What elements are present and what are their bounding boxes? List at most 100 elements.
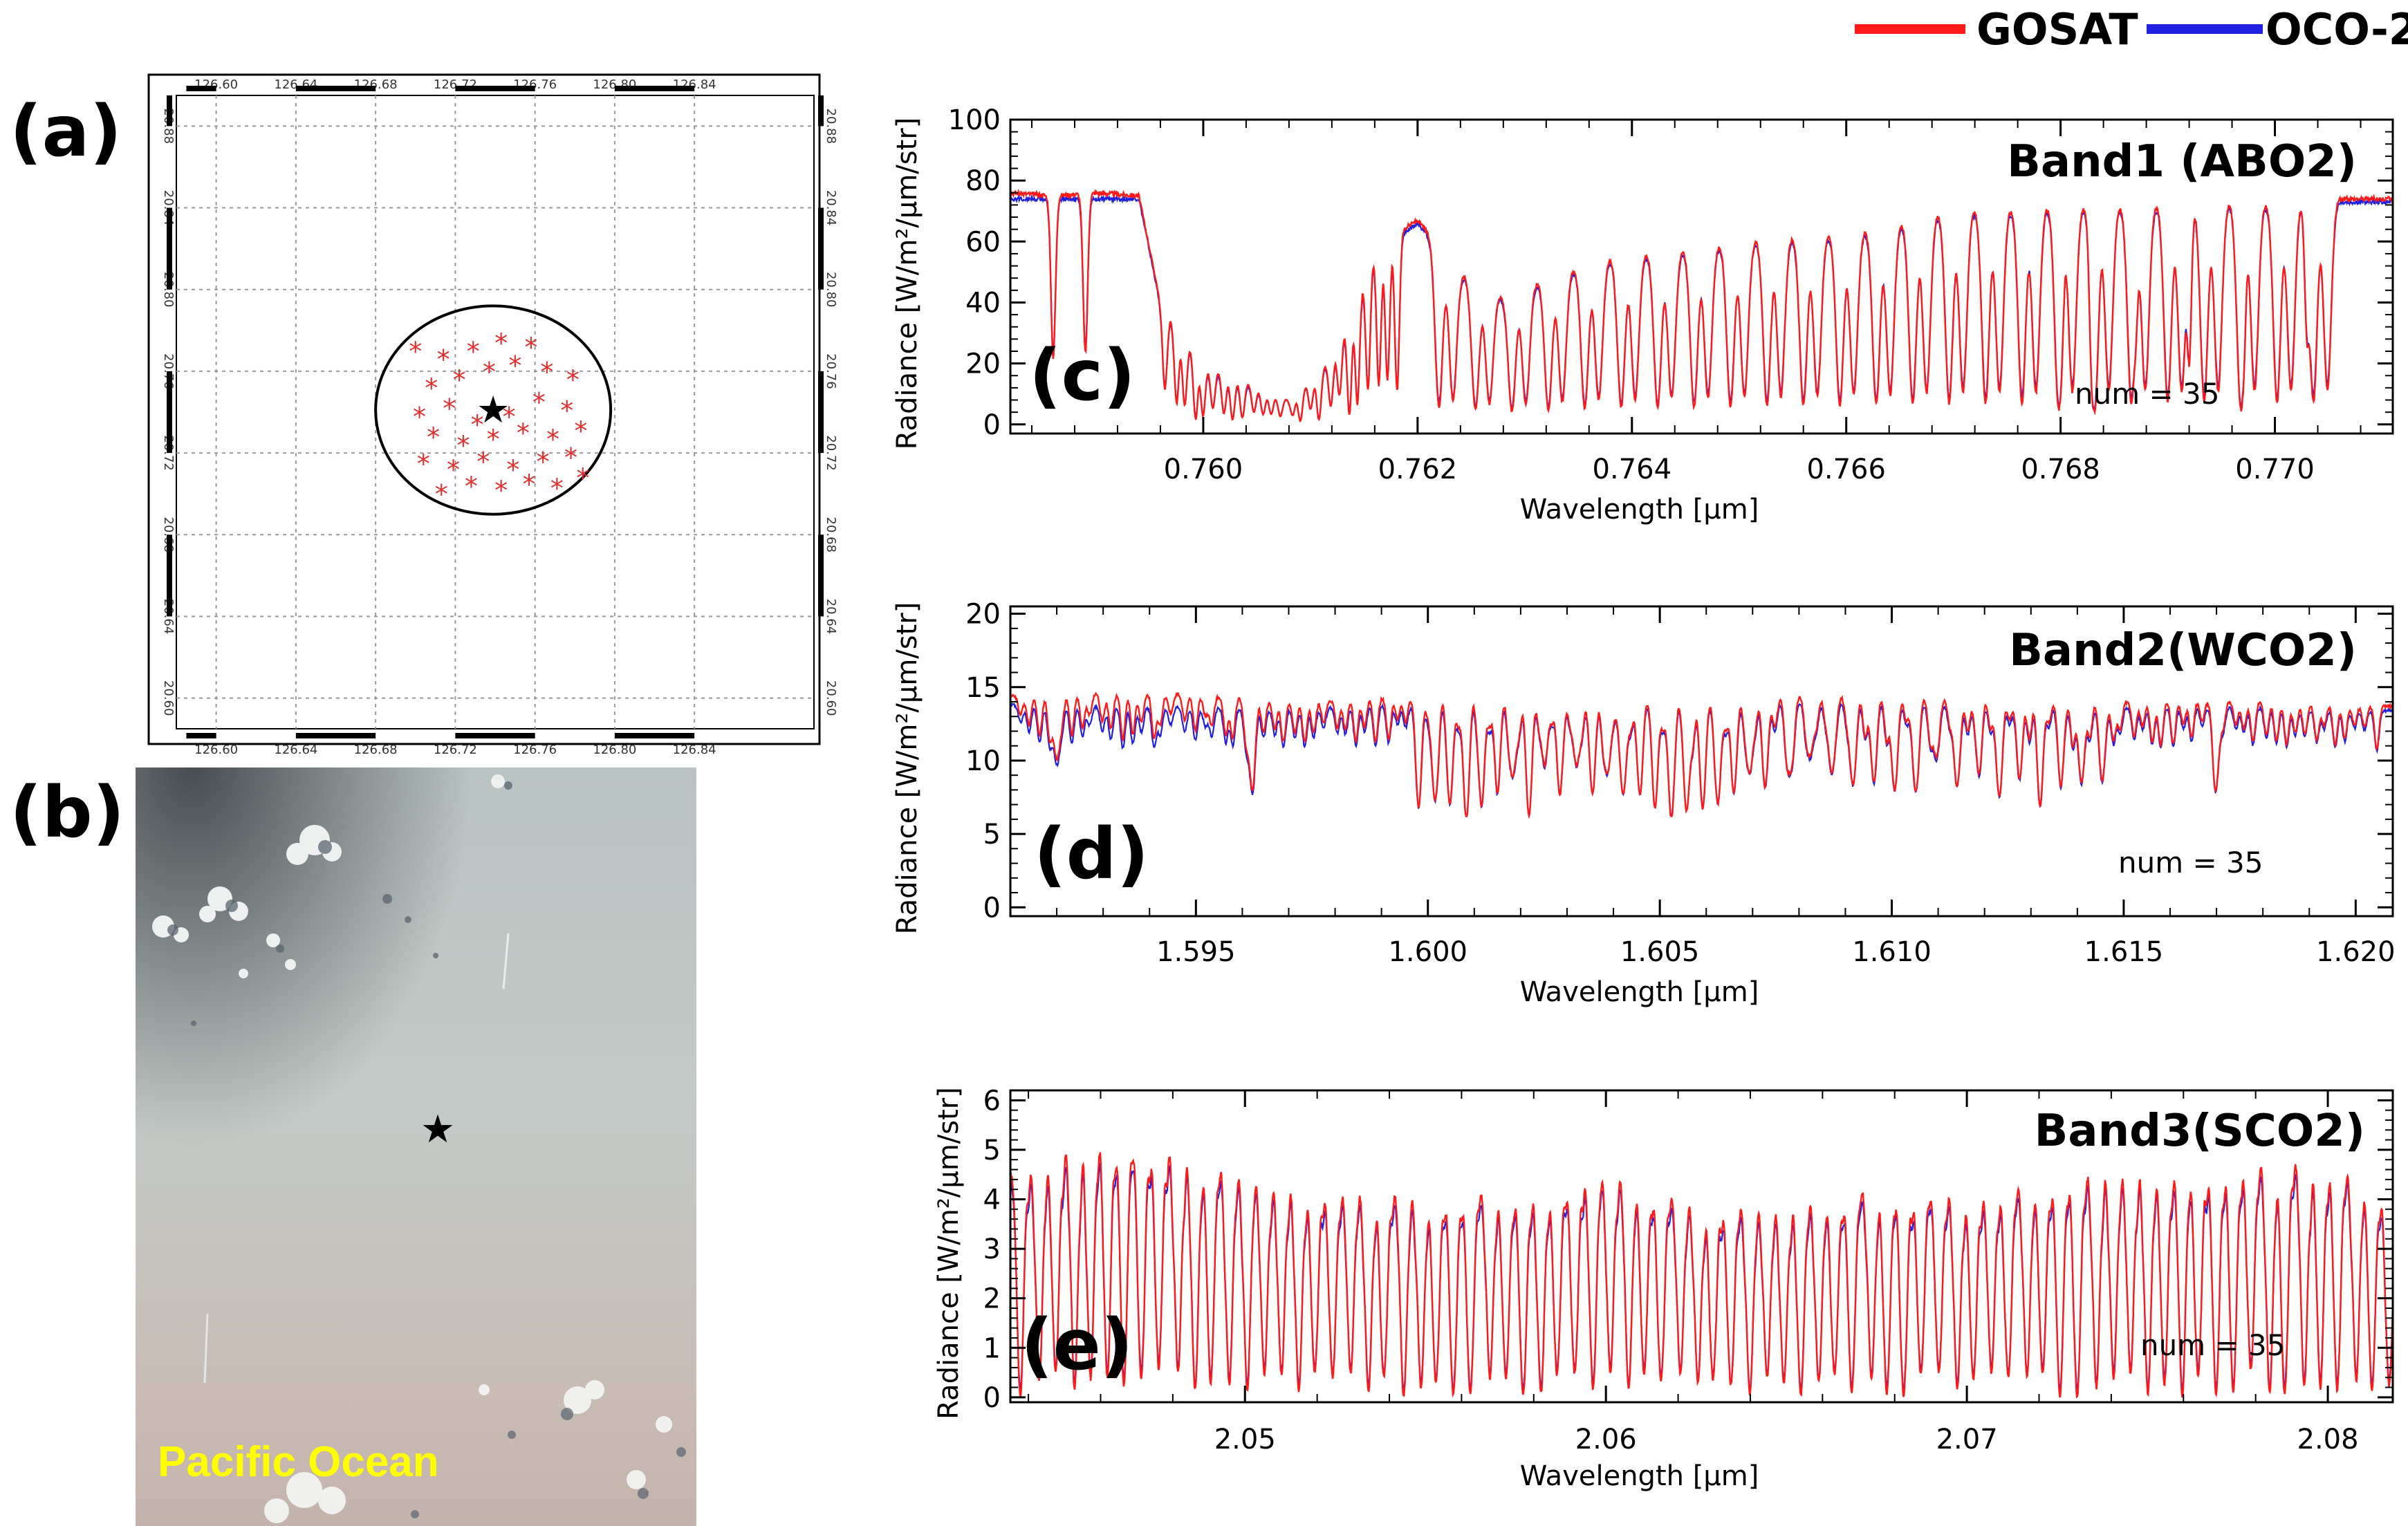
map-lat-tick-right: 20.80 bbox=[824, 272, 838, 308]
oco2-sounding-marker: * bbox=[560, 396, 573, 426]
panel-c-label: (c) bbox=[1029, 335, 1136, 417]
panel-d-label: (d) bbox=[1034, 813, 1149, 895]
map-lon-tick-bottom: 126.64 bbox=[274, 743, 317, 757]
panel-a-label: (a) bbox=[10, 91, 122, 173]
oco2-sounding-marker: * bbox=[503, 402, 516, 432]
map-lat-tick-right: 20.76 bbox=[824, 353, 838, 389]
oco2-sounding-marker: * bbox=[456, 430, 470, 460]
x-tick-label: 2.08 bbox=[2297, 1424, 2359, 1455]
oco2-sounding-marker: * bbox=[494, 475, 508, 505]
y-tick-label: 60 bbox=[965, 226, 1001, 258]
band-title: Band2(WCO2) bbox=[2009, 625, 2357, 676]
map-lon-tick-bottom: 126.80 bbox=[593, 743, 636, 757]
num-annotation: num = 35 bbox=[2118, 846, 2263, 880]
map-lon-tick-bottom: 126.72 bbox=[434, 743, 477, 757]
num-annotation: num = 35 bbox=[2140, 1328, 2286, 1362]
oco2-sounding-marker: * bbox=[517, 418, 530, 449]
x-tick-label: 0.770 bbox=[2235, 454, 2315, 485]
ocean-photo: ★ Pacific Ocean bbox=[136, 767, 696, 1526]
series-line-gosat bbox=[1010, 188, 2393, 423]
legend-gosat-label: GOSAT bbox=[1976, 4, 2138, 55]
oco2-sounding-marker: * bbox=[506, 455, 519, 485]
y-tick-label: 40 bbox=[965, 287, 1001, 319]
oco2-sounding-marker: * bbox=[437, 344, 450, 375]
y-tick-label: 4 bbox=[983, 1184, 1001, 1216]
map-plot-area bbox=[176, 95, 815, 729]
y-tick-label: 0 bbox=[983, 409, 1001, 441]
x-axis-label: Wavelength [μm] bbox=[1520, 494, 1759, 525]
cloud-shadows-top bbox=[167, 781, 512, 1026]
oco2-sounding-marker: * bbox=[417, 449, 430, 479]
oco2-sounding-marker: * bbox=[465, 471, 478, 501]
x-tick-label: 2.06 bbox=[1575, 1424, 1637, 1455]
oco2-sounding-marker: * bbox=[524, 332, 537, 362]
map-lon-tick-bottom: 126.68 bbox=[354, 743, 398, 757]
ship-wake bbox=[502, 933, 510, 989]
y-tick-label: 0 bbox=[983, 892, 1001, 924]
oco2-sounding-marker: * bbox=[413, 402, 426, 432]
pacific-ocean-label: Pacific Ocean bbox=[158, 1438, 439, 1486]
x-tick-label: 1.595 bbox=[1156, 936, 1236, 968]
oco2-sounding-marker: * bbox=[532, 387, 546, 418]
panel-b-label: (b) bbox=[10, 772, 124, 854]
y-tick-label: 1 bbox=[983, 1332, 1001, 1364]
map-lat-tick-right: 20.64 bbox=[824, 599, 838, 635]
gosat-footprint-circle bbox=[374, 304, 613, 516]
panel-e-label: (e) bbox=[1021, 1304, 1133, 1386]
y-tick-label: 20 bbox=[965, 599, 1001, 631]
x-axis-label: Wavelength [μm] bbox=[1520, 976, 1759, 1008]
y-tick-label: 0 bbox=[983, 1382, 1001, 1414]
map-lon-tick-bottom: 126.76 bbox=[513, 743, 557, 757]
oco2-sounding-marker: * bbox=[453, 365, 466, 396]
band3-chart: 0 1 2 3 4 5 6 2.05 2.06 2.07 2.08 Wavelength [μm] Ra… bbox=[933, 1085, 2394, 1492]
num-annotation: num = 35 bbox=[2075, 377, 2220, 411]
x-axis-label: Wavelength [μm] bbox=[1520, 1460, 1759, 1492]
oco2-sounding-marker: * bbox=[467, 336, 480, 366]
series-line-gosat bbox=[1010, 691, 2393, 819]
oco2-sounding-marker: * bbox=[566, 365, 580, 396]
series-line-gosat bbox=[1010, 1152, 2393, 1399]
footprint-map: 126.60126.60126.64126.64126.68126.68126.… bbox=[147, 73, 838, 757]
x-tick-label: 2.07 bbox=[1936, 1424, 1998, 1455]
oco2-sounding-marker: * bbox=[483, 357, 496, 387]
oco2-sounding-marker: * bbox=[550, 473, 564, 503]
x-tick-label: 0.768 bbox=[2021, 454, 2100, 485]
cloud-cluster-top bbox=[152, 774, 505, 978]
oco2-sounding-marker: * bbox=[409, 336, 422, 366]
y-axis-label: Radiance [W/m²/μm/str] bbox=[933, 1087, 965, 1420]
oco2-sounding-marker: * bbox=[537, 447, 550, 477]
x-tick-label: 2.05 bbox=[1214, 1424, 1276, 1455]
band-title: Band3(SCO2) bbox=[2035, 1106, 2365, 1157]
band-title: Band1 (ABO2) bbox=[2007, 136, 2357, 187]
map-lat-tick-right: 20.84 bbox=[824, 190, 838, 226]
x-tick-label: 0.762 bbox=[1378, 454, 1458, 485]
y-tick-label: 80 bbox=[965, 165, 1001, 197]
map-lat-tick-right: 20.68 bbox=[824, 517, 838, 553]
map-lon-tick-bottom: 126.60 bbox=[194, 743, 238, 757]
oco2-sounding-marker: * bbox=[508, 351, 521, 381]
y-axis-label: Radiance [W/m²/μm/str] bbox=[891, 118, 923, 450]
y-tick-label: 20 bbox=[965, 348, 1001, 380]
map-lat-tick-right: 20.60 bbox=[824, 680, 838, 716]
legend: GOSAT OCO-2 bbox=[1855, 4, 2408, 55]
oco2-sounding-marker: * bbox=[522, 469, 535, 499]
cloud-cluster-bottom bbox=[264, 1380, 672, 1523]
oco2-sounding-marker: * bbox=[427, 422, 440, 452]
oco2-sounding-marker: * bbox=[576, 463, 589, 494]
plot-frame bbox=[1009, 1089, 2394, 1404]
ocean-shadow bbox=[136, 767, 696, 1526]
oco2-sounding-marker: * bbox=[564, 443, 577, 473]
map-lat-tick-right: 20.72 bbox=[824, 435, 838, 471]
y-tick-label: 100 bbox=[948, 104, 1001, 136]
y-tick-label: 6 bbox=[983, 1085, 1001, 1117]
x-tick-label: 1.605 bbox=[1620, 936, 1700, 968]
x-tick-label: 1.610 bbox=[1852, 936, 1932, 968]
y-axis-label: Radiance [W/m²/μm/str] bbox=[891, 602, 923, 935]
band1-chart: 0 20 40 60 80 100 0.760 0.762 0.764 0.766 0.768 0.7… bbox=[891, 104, 2394, 525]
y-tick-label: 3 bbox=[983, 1234, 1001, 1265]
gosat-center-star: ★ bbox=[476, 388, 510, 431]
legend-oco2-label: OCO-2 bbox=[2266, 4, 2408, 55]
y-tick-label: 2 bbox=[983, 1283, 1001, 1315]
oco2-sounding-marker: * bbox=[574, 416, 587, 447]
